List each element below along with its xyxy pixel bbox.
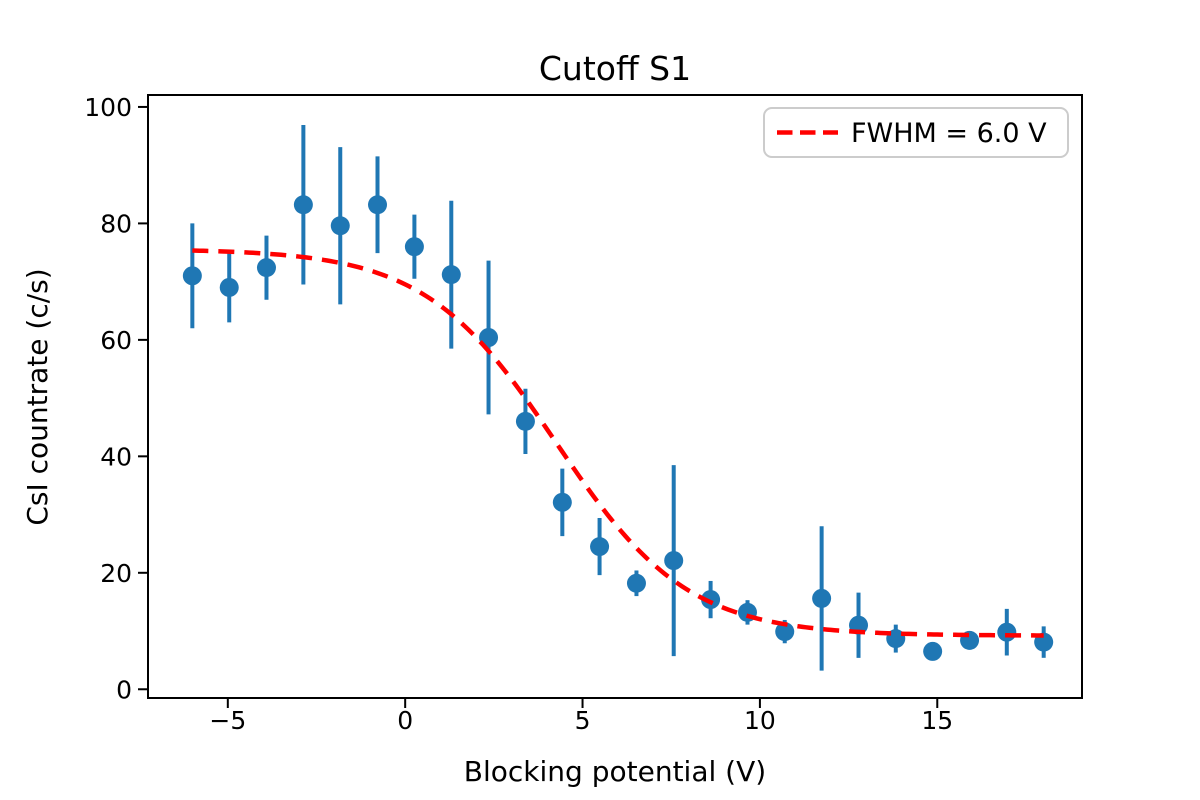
- data-point: [330, 216, 350, 236]
- fit-curve-layer: [192, 248, 1044, 638]
- plot-area: [148, 95, 1082, 698]
- y-axis-ticks: 0 20 40 60 80 100: [84, 93, 148, 704]
- data-point: [923, 641, 943, 661]
- data-point: [552, 492, 572, 512]
- x-tick-label: 10: [744, 706, 776, 735]
- data-point: [997, 622, 1017, 642]
- y-tick-label: 40: [100, 442, 132, 471]
- data-point: [664, 551, 684, 571]
- y-axis-label: CsI countrate (c/s): [21, 268, 54, 525]
- x-axis-ticks: −5 0 5 10 15: [209, 698, 953, 735]
- legend: FWHM = 6.0 V: [763, 107, 1069, 158]
- x-tick-label: −5: [209, 706, 246, 735]
- x-tick-label: 5: [575, 706, 591, 735]
- data-points-layer: [182, 195, 1054, 661]
- legend-box: [763, 107, 1069, 158]
- data-point: [182, 266, 202, 286]
- chart-title: Cutoff S1: [539, 49, 691, 88]
- y-tick-label: 20: [100, 559, 132, 588]
- x-axis-label: Blocking potential (V): [464, 755, 766, 788]
- data-point: [626, 573, 646, 593]
- data-point: [479, 328, 499, 348]
- data-point: [775, 622, 795, 642]
- y-tick-label: 80: [100, 209, 132, 238]
- y-tick-label: 60: [100, 326, 132, 355]
- data-point: [256, 258, 276, 278]
- x-tick-label: 15: [921, 706, 953, 735]
- data-point: [368, 195, 388, 215]
- data-point: [441, 265, 461, 285]
- legend-label: FWHM = 6.0 V: [851, 118, 1047, 149]
- data-point: [293, 195, 313, 215]
- data-point: [701, 590, 721, 610]
- data-point: [219, 277, 239, 297]
- axes-spines: [147, 94, 1083, 699]
- y-tick-label: 0: [116, 675, 132, 704]
- data-point: [812, 588, 832, 608]
- y-tick-label: 100: [84, 93, 132, 122]
- data-point: [515, 411, 535, 431]
- data-point: [590, 537, 610, 557]
- data-point: [404, 237, 424, 257]
- x-tick-label: 0: [397, 706, 413, 735]
- fit-curve: [192, 248, 1044, 638]
